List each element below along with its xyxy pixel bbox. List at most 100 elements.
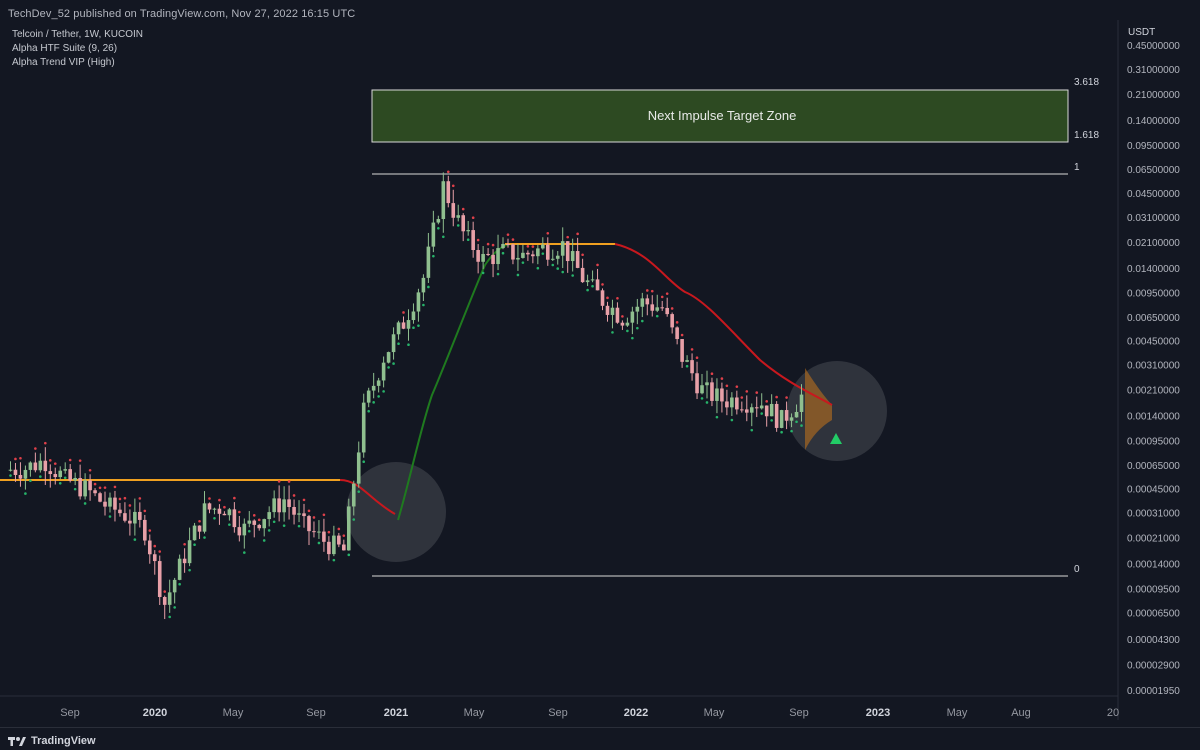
trend-dot (312, 516, 316, 519)
candle-body (411, 311, 416, 321)
candle-body (769, 403, 774, 417)
trend-dot (203, 536, 206, 539)
trend-dot (432, 254, 435, 258)
candle-body (157, 561, 162, 598)
candle-body (506, 243, 510, 245)
time-tick-label: May (704, 707, 725, 719)
price-tick-label: 0.00002900 (1127, 661, 1180, 672)
candle-body (605, 305, 610, 315)
trend-dot (536, 266, 540, 270)
trend-dot (178, 582, 181, 586)
trend-dot (123, 496, 127, 500)
trend-dot (173, 606, 176, 609)
candle-body (779, 410, 784, 428)
candle-body (531, 254, 535, 257)
candle-body (237, 527, 242, 536)
candle-body (232, 509, 237, 528)
candle-body (93, 490, 97, 494)
candle-body (277, 498, 281, 513)
legend-symbol[interactable]: Telcoin / Tether, 1W, KUCOIN (12, 29, 143, 40)
candle-body (376, 380, 381, 386)
trend-dot (760, 412, 764, 415)
candle-body (371, 385, 376, 391)
trend-dot (362, 460, 366, 464)
trend-dot (327, 530, 331, 534)
candle-body (595, 279, 600, 291)
price-tick-label: 0.00140000 (1127, 412, 1180, 423)
trend-dot (670, 307, 674, 310)
candle-body (670, 314, 674, 328)
trend-dot (412, 326, 415, 330)
trend-dot (775, 395, 778, 399)
trend-dot (83, 502, 87, 505)
candle-body (740, 409, 744, 411)
candle-body (690, 360, 694, 374)
tradingview-brand-label: TradingView (31, 735, 96, 747)
trend-dot (233, 496, 236, 500)
candle-body (118, 509, 122, 514)
trend-dot (606, 296, 609, 300)
candle-body (113, 497, 117, 510)
time-tick-label: 2022 (624, 707, 648, 719)
trend-dot (208, 497, 211, 500)
trend-dot (680, 333, 684, 337)
candle-body (217, 508, 222, 514)
trend-dot (596, 263, 599, 267)
trend-dot (98, 486, 102, 490)
candle-body (725, 401, 729, 408)
trend-dot (551, 263, 555, 267)
price-tick-label: 0.00950000 (1127, 289, 1180, 300)
trend-dot (357, 490, 361, 493)
candle-body (461, 215, 466, 232)
trend-dot (153, 544, 157, 548)
candle-body (749, 407, 754, 413)
candle-body (23, 469, 28, 479)
trend-dot (407, 343, 410, 347)
trend-dot (48, 459, 52, 462)
trend-dot (247, 529, 251, 533)
candle-body (521, 252, 525, 258)
chart-legend: Telcoin / Tether, 1W, KUCOIN Alpha HTF S… (12, 28, 143, 70)
price-tick-label: 0.45000000 (1127, 41, 1180, 52)
trend-dot (601, 283, 604, 286)
candle-body (187, 540, 192, 564)
candle-body (103, 501, 107, 507)
legend-indicator-htf[interactable]: Alpha HTF Suite (9, 26) (12, 43, 118, 54)
trend-dot (243, 551, 246, 554)
trend-dot (218, 498, 221, 502)
candle-body (18, 474, 23, 479)
trend-dot (720, 377, 724, 380)
candle-body (381, 362, 386, 381)
price-axis-unit: USDT (1128, 27, 1155, 38)
candle-body (386, 352, 391, 363)
trend-dot (138, 497, 142, 500)
price-tick-label: 0.00004300 (1127, 635, 1180, 646)
candle-body (680, 339, 684, 362)
candle-body (8, 469, 13, 471)
trend-dot (277, 480, 281, 483)
tradingview-brand[interactable]: TradingView (8, 735, 96, 747)
price-tick-label: 0.00310000 (1127, 361, 1180, 372)
time-tick-label: Sep (60, 707, 80, 719)
trend-dot (158, 550, 162, 553)
trend-dot (108, 515, 112, 518)
price-tick-label: 0.00450000 (1127, 337, 1180, 348)
buy-signal-icon (830, 433, 842, 444)
trend-dot (710, 372, 714, 375)
legend-indicator-trend[interactable]: Alpha Trend VIP (High) (12, 57, 115, 68)
candle-body (456, 215, 461, 218)
candle-body (441, 181, 446, 220)
trend-dot (93, 482, 97, 486)
candle-body (242, 523, 247, 536)
candle-body (759, 405, 764, 409)
candle-body (272, 498, 276, 513)
trend-dot (128, 504, 132, 507)
candle-body (202, 503, 207, 532)
time-tick-label: 2020 (143, 707, 167, 719)
trend-dot (24, 492, 27, 495)
candle-body (580, 267, 585, 283)
price-tick-label: 0.00210000 (1127, 386, 1180, 397)
trend-dot (611, 331, 614, 334)
trend-dot (372, 401, 375, 404)
